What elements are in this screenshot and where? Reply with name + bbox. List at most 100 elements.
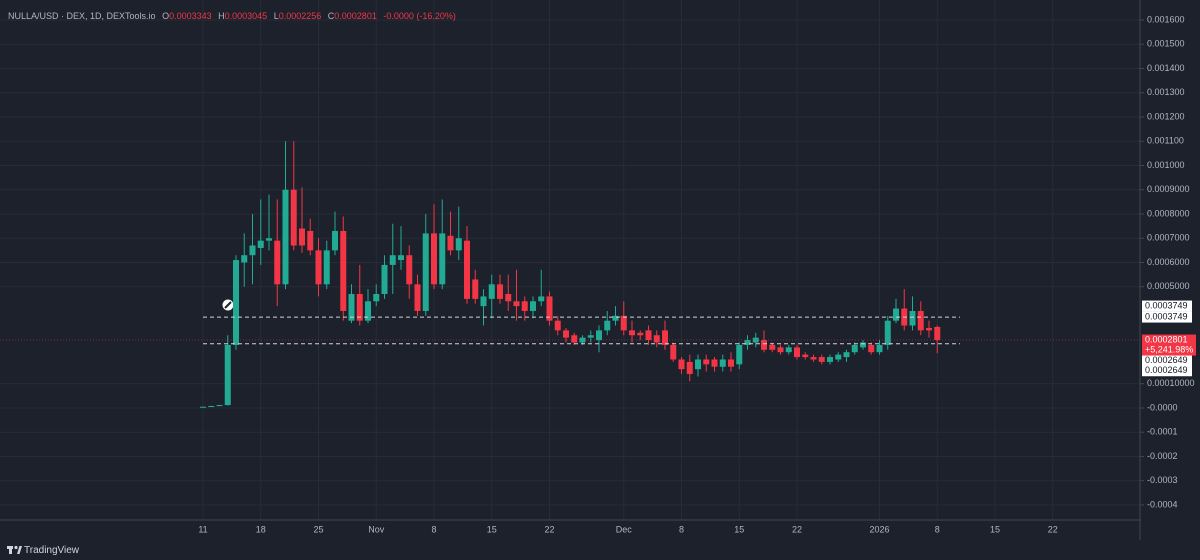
candle-body	[612, 315, 619, 321]
candle-body	[356, 294, 363, 321]
candle-body	[818, 357, 825, 362]
candle-body	[554, 320, 561, 331]
candle-body	[233, 260, 239, 345]
current-price-box	[1142, 334, 1196, 356]
change: -0.0000 (-16.20%)	[383, 11, 456, 21]
candle-body	[719, 359, 726, 367]
ohlc-value: 0.0002256	[279, 11, 322, 21]
candle-body	[488, 284, 495, 299]
candle-body	[670, 344, 677, 360]
logo: TradingView	[7, 545, 80, 556]
candle-body	[802, 354, 809, 358]
logo-shape	[14, 545, 18, 550]
candle-body	[216, 405, 223, 407]
price-label-box	[1142, 300, 1192, 312]
candle-body	[769, 344, 776, 350]
candle-body	[662, 330, 668, 345]
y-tick-label: 0.001100	[1147, 136, 1184, 146]
ohlc-value: 0.0002801	[334, 11, 377, 21]
candle-body	[761, 340, 767, 350]
candle-body	[224, 344, 231, 406]
logo-shape	[17, 546, 22, 554]
drawing-icon	[221, 298, 235, 312]
candle-body	[893, 308, 899, 321]
y-tick-label: -0.0003	[1147, 475, 1178, 485]
icon-pen	[224, 301, 232, 309]
candle-body	[571, 335, 578, 343]
candle-body	[736, 344, 743, 365]
candle-body	[546, 296, 553, 321]
candle-body	[686, 361, 693, 375]
candle-body	[851, 344, 858, 353]
current-price-label: 0.0002801	[1145, 334, 1188, 344]
candle-body	[827, 357, 833, 362]
candle-body	[884, 320, 891, 345]
candle-body	[637, 332, 644, 336]
ohlc-label: H	[218, 11, 225, 21]
candle-body	[587, 335, 594, 338]
candle-body	[629, 330, 635, 336]
candle-body	[315, 250, 322, 285]
candle-body	[266, 238, 272, 241]
candle-body	[926, 327, 932, 331]
y-tick-label: 0.0009000	[1147, 184, 1190, 194]
candle-body	[620, 315, 627, 331]
candle-body	[538, 296, 545, 302]
candle-body	[332, 230, 338, 251]
ohlc-value: 0.0003045	[225, 11, 268, 21]
y-tick-label: 0.001600	[1147, 14, 1185, 24]
price-label-box	[1142, 311, 1192, 323]
candle-body	[695, 359, 701, 370]
candle-body	[480, 296, 487, 307]
y-tick-label: 0.0008000	[1147, 208, 1190, 218]
y-tick-label: 0.0005000	[1147, 281, 1190, 291]
x-tick-label: 8	[431, 524, 436, 534]
y-tick-label: -0.0000	[1147, 402, 1178, 412]
candle-body	[455, 238, 462, 251]
candle-body	[447, 235, 454, 251]
y-tick-label: 0.001200	[1147, 111, 1185, 121]
candle-body	[860, 342, 866, 348]
price-label: 0.0002649	[1145, 365, 1188, 375]
x-tick-label: 22	[792, 524, 802, 534]
x-tick-label: 2026	[869, 524, 889, 534]
candle-body	[422, 233, 429, 311]
grid	[0, 0, 1140, 520]
candle-body	[711, 359, 718, 367]
candle-body	[843, 352, 850, 358]
price-label: 0.0003749	[1145, 300, 1188, 310]
candle-body	[290, 189, 297, 246]
candle-body	[645, 330, 652, 341]
price-label: 0.0002649	[1145, 355, 1188, 365]
x-tick-label: 22	[1048, 524, 1058, 534]
x-tick-label: 15	[990, 524, 1000, 534]
candle-body	[876, 344, 883, 353]
candle-body	[513, 301, 520, 307]
y-tick-label: 0.001500	[1147, 39, 1185, 49]
candle-body	[530, 301, 536, 311]
y-tick-label: 0.001400	[1147, 63, 1185, 73]
candle-body	[299, 228, 305, 246]
y-tick-label: -0.0002	[1147, 451, 1178, 461]
candle-body	[241, 255, 248, 263]
y-tick-label: -0.0001	[1147, 427, 1178, 437]
candle-body	[200, 406, 206, 408]
price-label-box	[1142, 355, 1192, 367]
candle-body	[752, 337, 759, 343]
brand: TradingView	[24, 545, 80, 556]
candle-body	[406, 255, 413, 285]
ohlc-value: 0.0003343	[169, 11, 212, 21]
x-tick-label: 22	[544, 524, 554, 534]
candle-body	[274, 240, 281, 285]
legend: NULLA/USD · DEX, 1D, DEXTools.io O0.0003…	[8, 11, 456, 21]
candle-body	[917, 310, 924, 331]
candle-body	[744, 340, 751, 345]
x-tick-label: 11	[198, 524, 207, 534]
candle-body	[398, 255, 404, 261]
candle-body	[381, 264, 388, 295]
ohlc-label: C	[328, 11, 335, 21]
y-tick-label: -0.0004	[1147, 499, 1178, 509]
x-tick-label: 25	[313, 524, 323, 534]
price-label: 0.0003749	[1145, 311, 1188, 321]
